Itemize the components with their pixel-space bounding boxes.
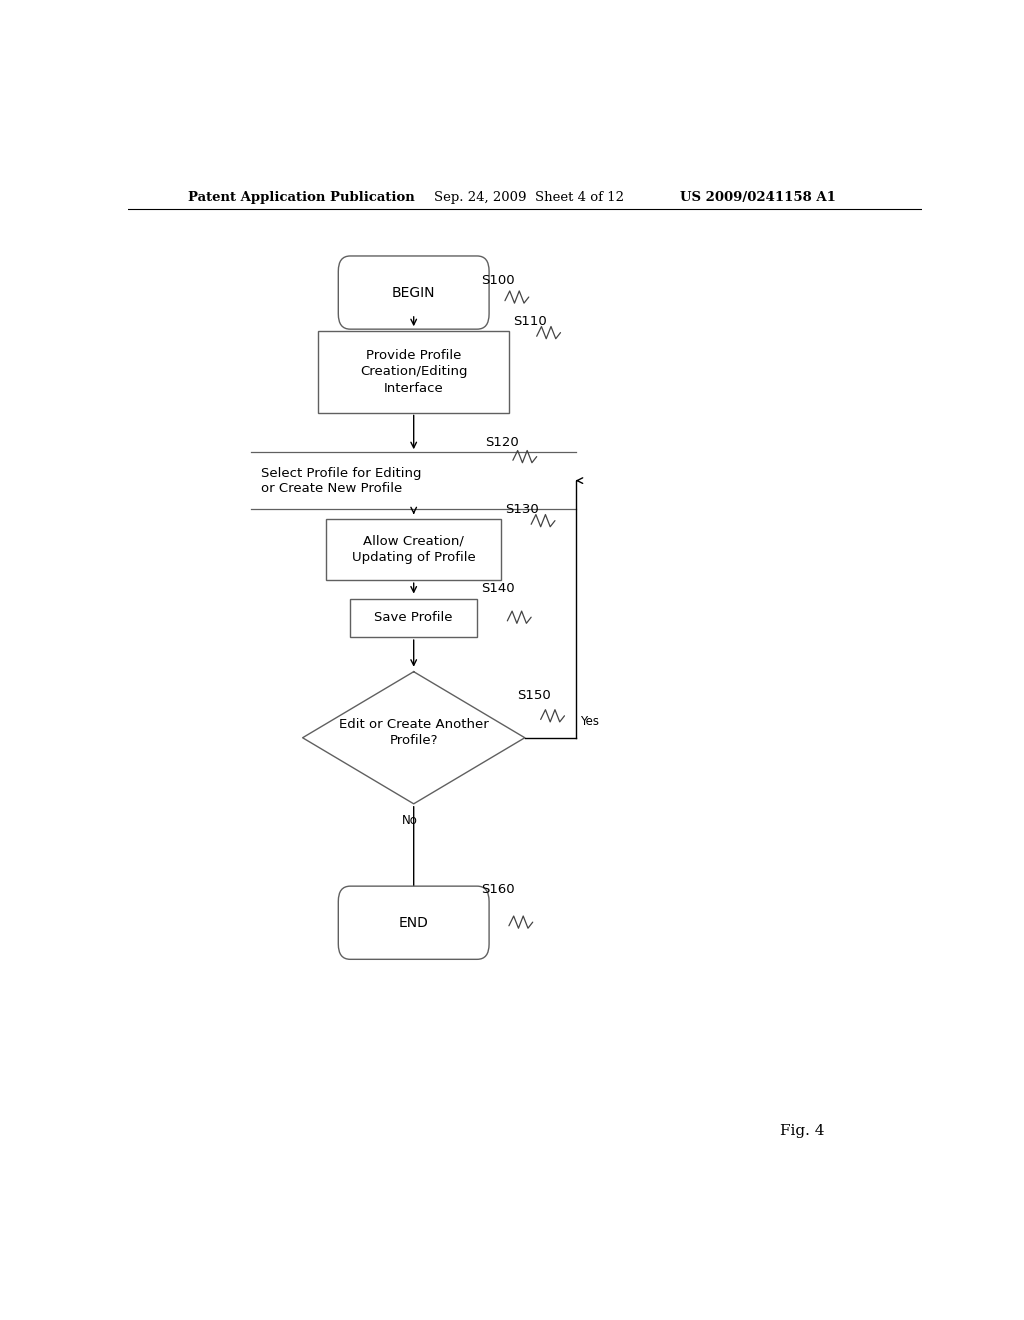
Text: S120: S120: [485, 436, 519, 449]
Text: Patent Application Publication: Patent Application Publication: [187, 191, 415, 203]
Text: S130: S130: [505, 503, 539, 516]
Text: S140: S140: [481, 582, 515, 595]
Bar: [327, 519, 501, 581]
Text: Save Profile: Save Profile: [375, 611, 453, 624]
FancyBboxPatch shape: [338, 256, 489, 329]
Text: Sep. 24, 2009  Sheet 4 of 12: Sep. 24, 2009 Sheet 4 of 12: [433, 191, 624, 203]
Text: Edit or Create Another
Profile?: Edit or Create Another Profile?: [339, 718, 488, 747]
Polygon shape: [303, 672, 524, 804]
Text: END: END: [398, 916, 429, 929]
Text: No: No: [401, 814, 418, 826]
Text: BEGIN: BEGIN: [392, 285, 435, 300]
FancyBboxPatch shape: [338, 886, 489, 960]
Text: Yes: Yes: [581, 714, 599, 727]
Text: Allow Creation/
Updating of Profile: Allow Creation/ Updating of Profile: [352, 535, 475, 565]
Text: US 2009/0241158 A1: US 2009/0241158 A1: [680, 191, 836, 203]
Text: S150: S150: [517, 689, 551, 702]
Bar: [318, 331, 509, 412]
Text: Provide Profile
Creation/Editing
Interface: Provide Profile Creation/Editing Interfa…: [360, 348, 467, 395]
Text: Fig. 4: Fig. 4: [780, 1125, 824, 1138]
Bar: [350, 598, 477, 638]
Text: Select Profile for Editing
or Create New Profile: Select Profile for Editing or Create New…: [261, 466, 422, 495]
Text: S160: S160: [481, 883, 515, 896]
Text: S100: S100: [481, 275, 515, 288]
Text: S110: S110: [513, 315, 547, 329]
